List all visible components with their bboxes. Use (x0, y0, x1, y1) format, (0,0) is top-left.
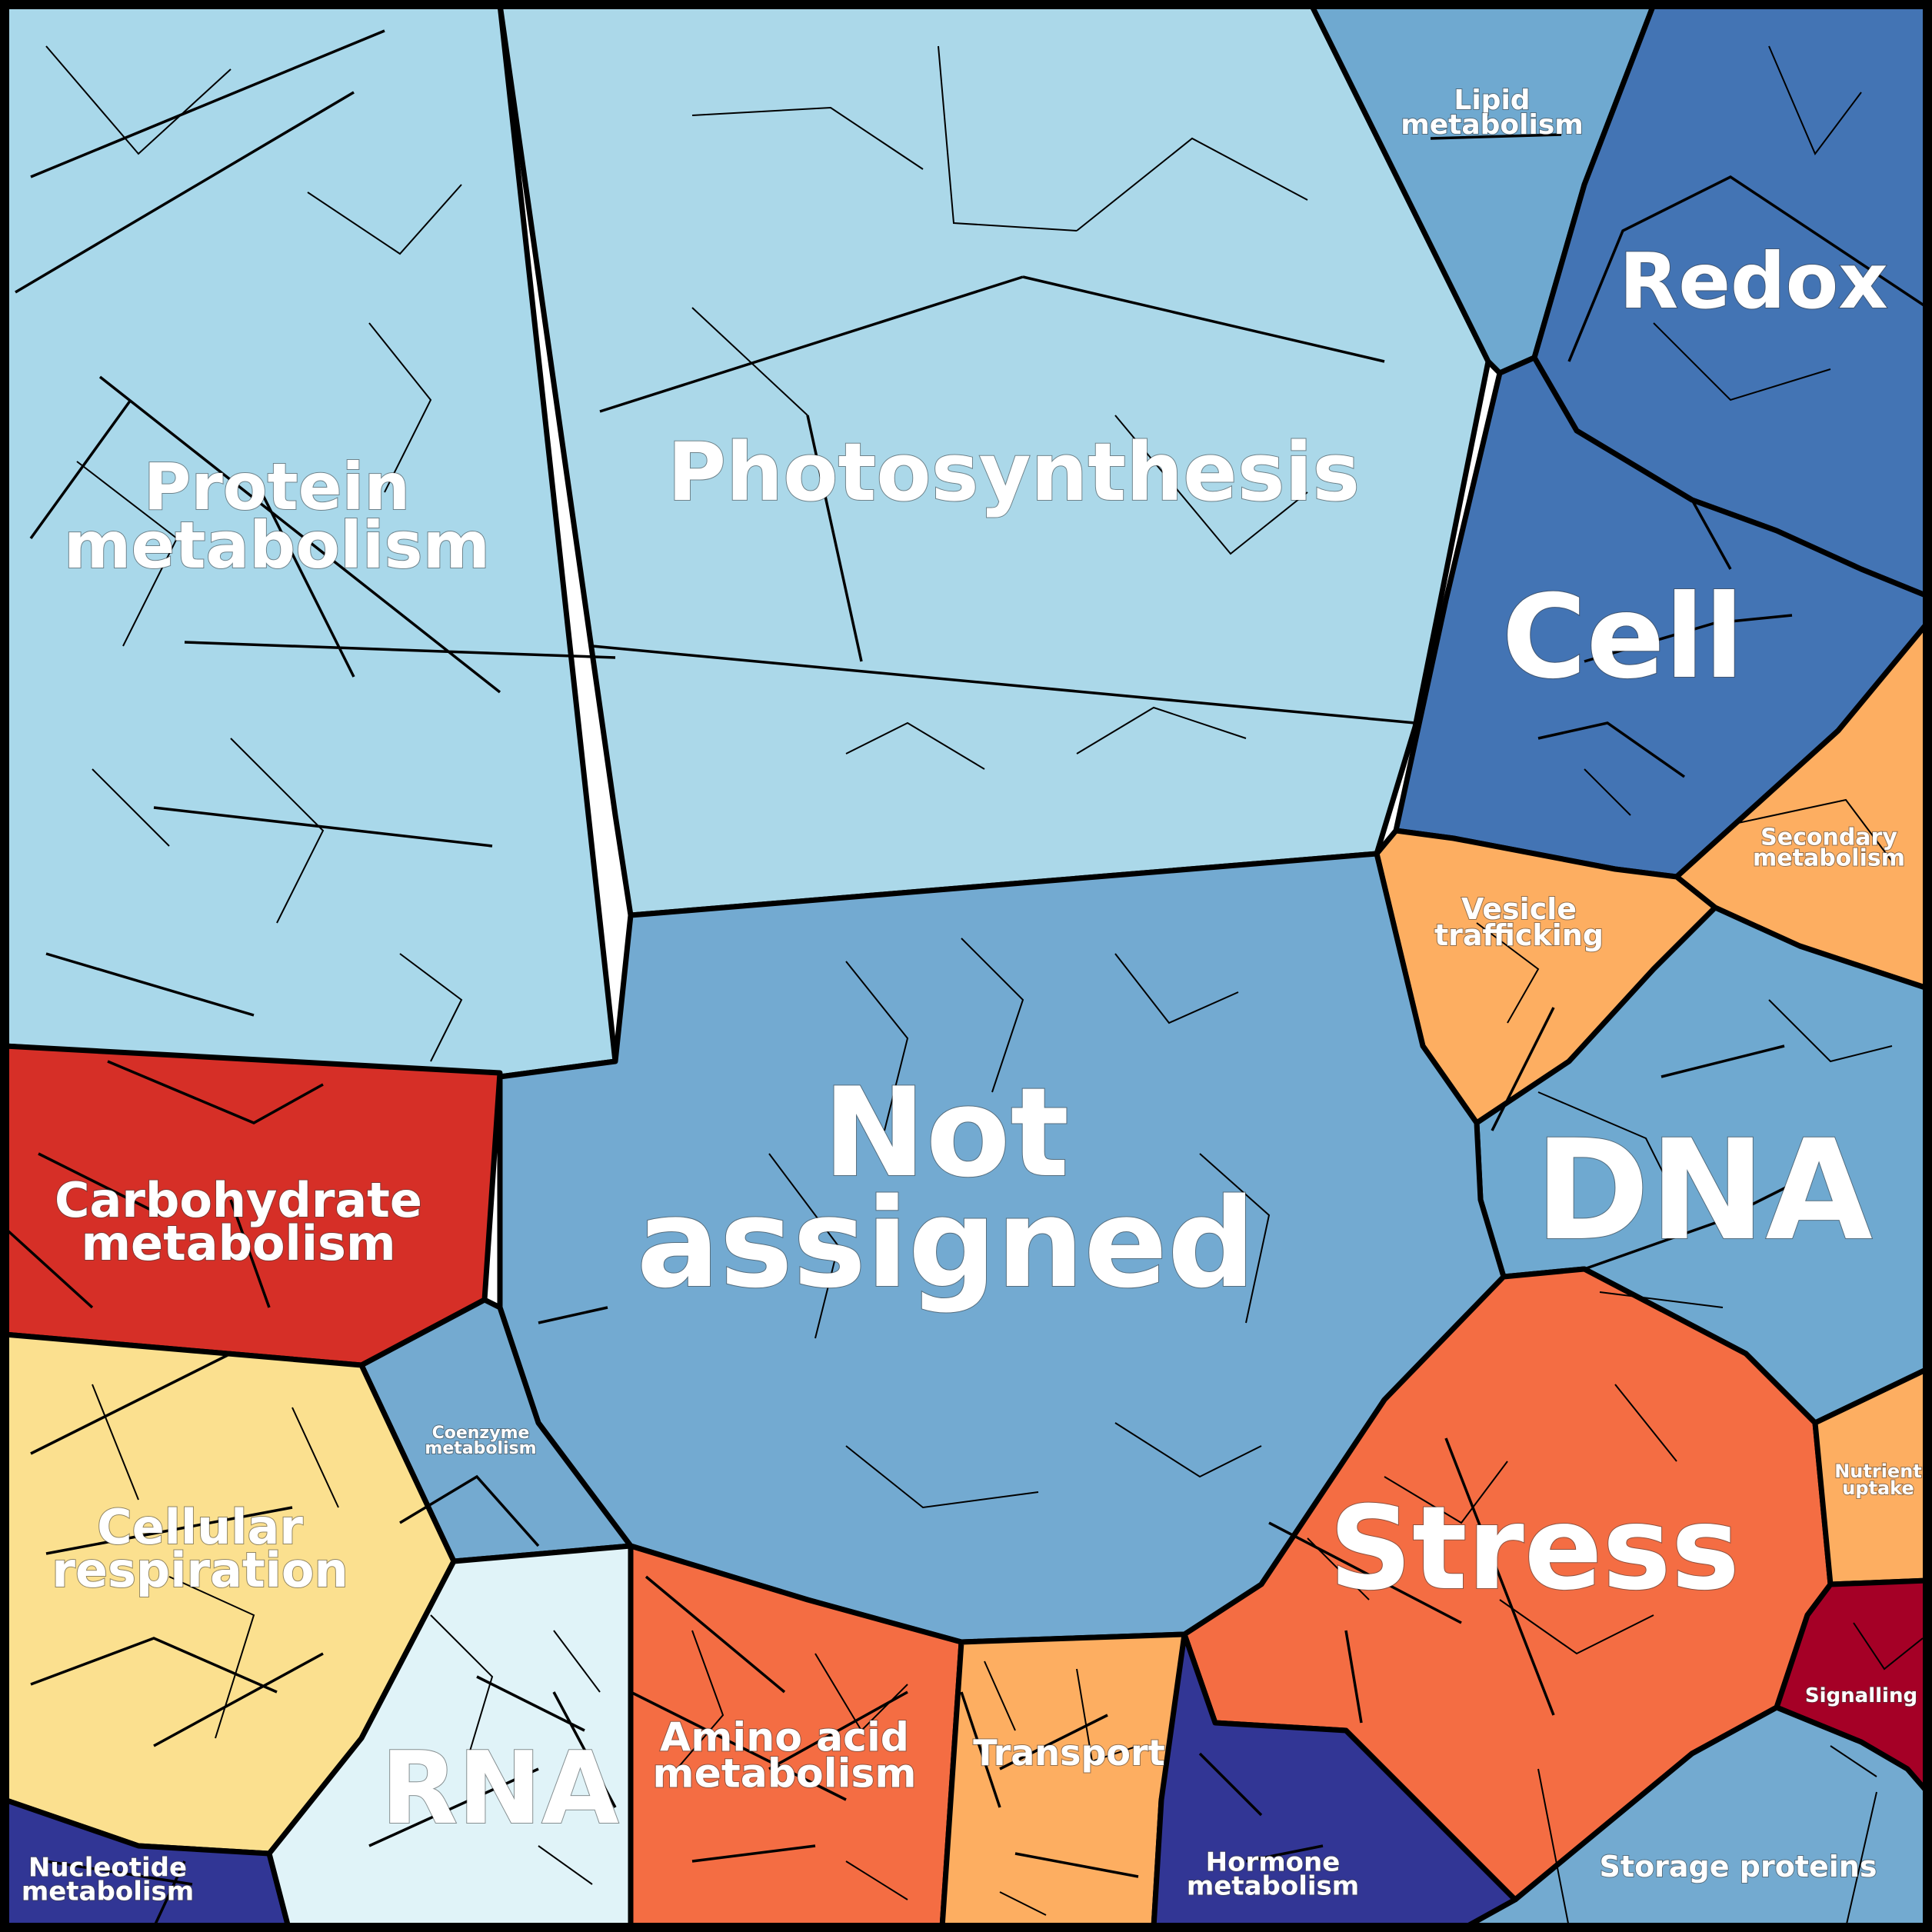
label-line: Vesicle (1461, 892, 1577, 926)
label-rna: RNA (381, 1730, 619, 1847)
label-not-assigned: Not assigned (637, 1061, 1256, 1315)
label-amino-acid-metabolism: Amino acid metabolism (652, 1715, 916, 1797)
label-nutrient-uptake: Nutrient uptake (1834, 1461, 1922, 1499)
label-line: Carbohydrate (55, 1172, 422, 1228)
label-line: Transport (973, 1732, 1164, 1774)
label-cell: Cell (1502, 571, 1744, 705)
label-line: Stress (1329, 1482, 1740, 1616)
label-line: RNA (381, 1730, 619, 1847)
label-dna: DNA (1534, 1111, 1872, 1271)
label-line: Photosynthesis (668, 425, 1360, 519)
label-line: Signalling (1805, 1684, 1917, 1707)
label-nucleotide-metabolism: Nucleotide metabolism (22, 1853, 194, 1907)
label-line: Lipid (1454, 85, 1530, 116)
label-line: Storage proteins (1600, 1850, 1877, 1884)
label-line: metabolism (1753, 845, 1905, 872)
label-line: Secondary (1760, 824, 1897, 851)
label-line: Amino acid (660, 1715, 909, 1761)
label-transport: Transport (973, 1732, 1164, 1774)
cell-texture-layer (6, 29, 1928, 1928)
label-line: uptake (1842, 1477, 1914, 1499)
label-line: Redox (1619, 236, 1888, 326)
label-carbohydrate-metabolism: Carbohydrate metabolism (55, 1172, 422, 1271)
label-signalling: Signalling (1805, 1684, 1917, 1707)
label-line: metabolism (1187, 1870, 1359, 1901)
label-line: metabolism (81, 1215, 395, 1271)
label-line: Nucleotide (28, 1853, 187, 1884)
label-line: Nutrient (1834, 1461, 1922, 1482)
label-line: Not (823, 1061, 1069, 1204)
label-cellular-respiration: Cellular respiration (52, 1499, 348, 1598)
label-line: assigned (637, 1171, 1256, 1315)
label-storage-proteins: Storage proteins (1600, 1850, 1877, 1884)
label-line: metabolism (1401, 109, 1584, 141)
label-line: metabolism (652, 1750, 916, 1797)
label-line: Coenzyme (432, 1424, 530, 1443)
label-stress: Stress (1329, 1482, 1740, 1616)
label-line: metabolism (64, 508, 490, 583)
label-protein-metabolism: Protein metabolism (64, 449, 490, 583)
label-line: DNA (1534, 1111, 1872, 1271)
label-lipid-metabolism: Lipid metabolism (1401, 85, 1584, 141)
label-line: trafficking (1434, 918, 1604, 952)
label-line: metabolism (425, 1439, 536, 1458)
label-coenzyme-metabolism: Coenzyme metabolism (425, 1424, 536, 1458)
label-photosynthesis: Photosynthesis (668, 425, 1360, 519)
label-line: Cellular (97, 1499, 303, 1555)
label-vesicle-trafficking: Vesicle trafficking (1434, 892, 1604, 952)
label-line: Hormone (1206, 1847, 1341, 1878)
label-line: respiration (52, 1542, 348, 1598)
label-secondary-metabolism: Secondary metabolism (1753, 824, 1905, 872)
label-line: metabolism (22, 1876, 194, 1907)
label-line: Cell (1502, 571, 1744, 705)
label-redox: Redox (1619, 236, 1888, 326)
label-hormone-metabolism: Hormone metabolism (1187, 1847, 1359, 1902)
label-line: Protein (144, 449, 410, 525)
